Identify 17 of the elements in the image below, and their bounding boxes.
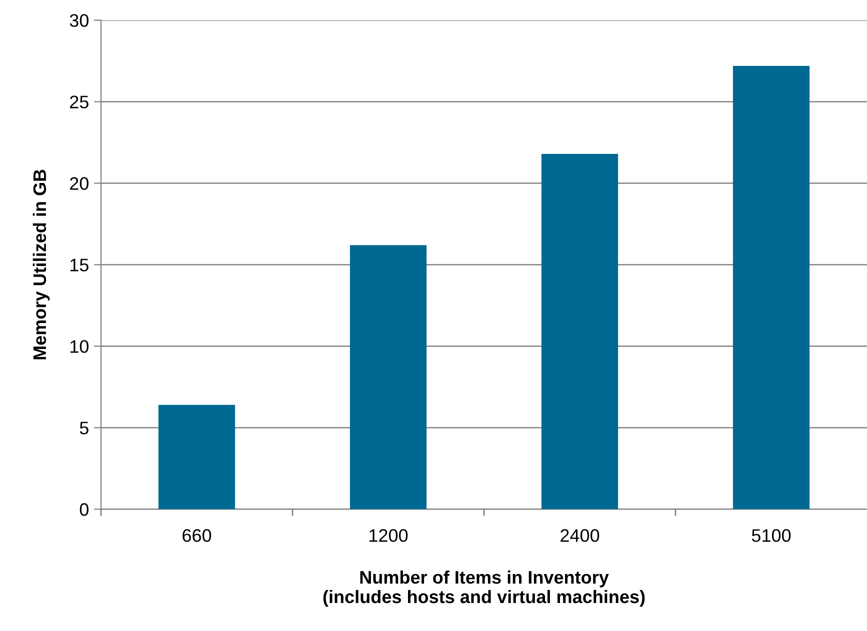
x-tick-label: 2400 [560, 529, 600, 542]
bar [732, 66, 810, 510]
x-tick-label: 660 [182, 529, 212, 542]
x-axis-title: Number of Items in Inventory (includes hosts and virtual machines) [323, 570, 645, 607]
y-tick-label: 30 [70, 14, 88, 27]
x-tick-label: 1200 [370, 529, 408, 542]
y-tick-label: 0 [80, 503, 88, 516]
y-tick-label: 20 [70, 177, 88, 190]
x-tick-label: 5100 [752, 529, 791, 542]
y-axis-title: Memory Utilized in GB [32, 170, 50, 360]
y-tick-label: 25 [70, 96, 88, 108]
y-tick-label: 10 [70, 340, 88, 353]
y-tick-label: 15 [70, 258, 88, 272]
bar [350, 245, 427, 510]
y-tick-label: 5 [80, 422, 88, 434]
bar [541, 154, 618, 510]
bar [158, 404, 236, 510]
